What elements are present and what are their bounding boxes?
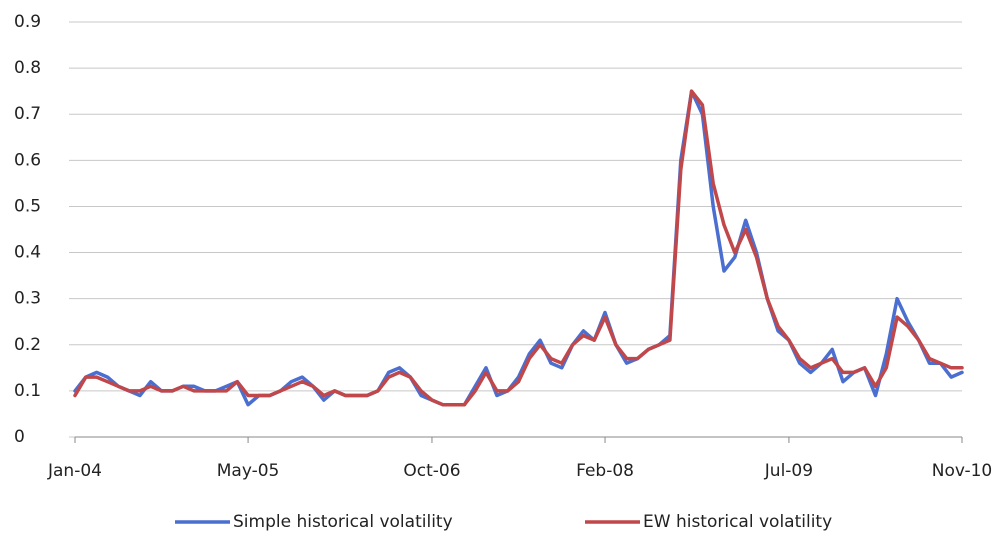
legend-label: Simple historical volatility (233, 512, 453, 532)
y-tick-label: 0.4 (14, 243, 41, 263)
x-tick-label: Jan-04 (47, 461, 102, 481)
legend-label: EW historical volatility (643, 512, 832, 532)
series-line (73, 89, 964, 407)
x-tick-label: Jul-09 (764, 461, 813, 481)
y-tick-label: 0.5 (14, 196, 41, 216)
y-tick-label: 0.2 (14, 335, 41, 355)
x-tick-label: May-05 (217, 461, 280, 481)
y-tick-label: 0.6 (14, 150, 41, 170)
y-tick-label: 0.3 (14, 289, 41, 309)
y-tick-label: 0.7 (14, 104, 41, 124)
x-tick-label: Nov-10 (932, 461, 993, 481)
y-tick-label: 0.8 (14, 58, 41, 78)
y-tick-label: 0 (14, 427, 25, 447)
y-tick-label: 0.9 (14, 12, 41, 32)
x-tick-label: Oct-06 (403, 461, 460, 481)
series-line (73, 89, 964, 407)
y-tick-label: 0.1 (14, 381, 41, 401)
x-tick-label: Feb-08 (576, 461, 634, 481)
